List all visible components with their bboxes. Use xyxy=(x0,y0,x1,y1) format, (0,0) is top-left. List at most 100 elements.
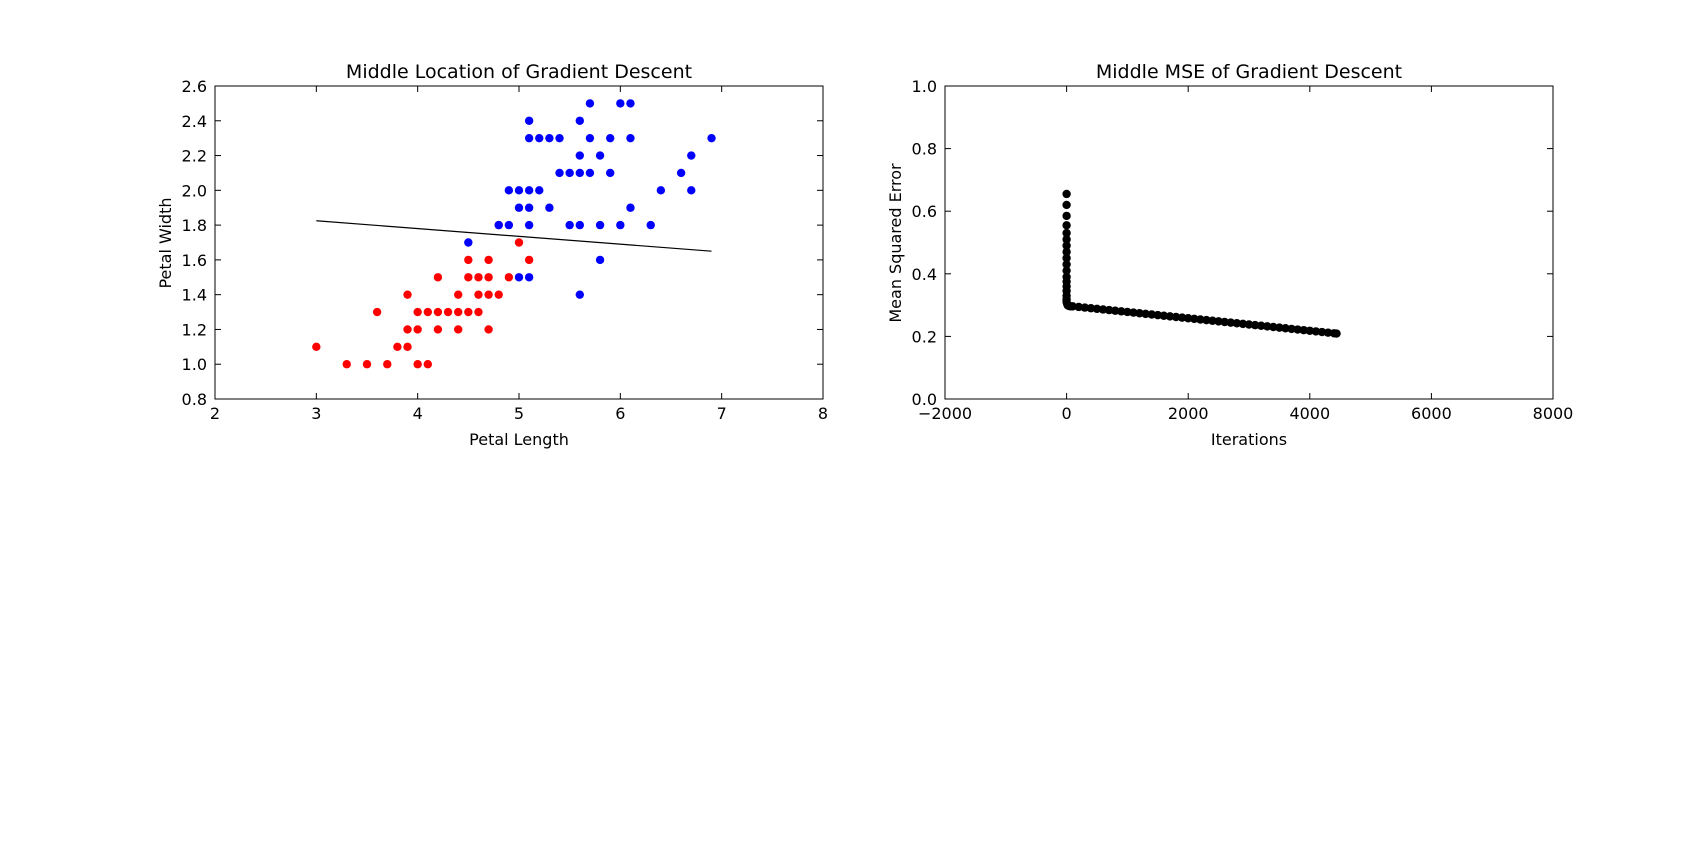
y-tick-label: 2.6 xyxy=(182,77,207,96)
data-point xyxy=(1305,326,1315,335)
data-point xyxy=(676,168,686,178)
data-point xyxy=(585,99,595,108)
data-point xyxy=(1062,200,1071,210)
x-tick-label: 4000 xyxy=(1289,404,1330,423)
x-axis-label: Petal Length xyxy=(469,430,569,449)
data-point xyxy=(575,151,584,160)
data-point xyxy=(372,307,382,317)
data-point xyxy=(1147,310,1156,319)
data-marks xyxy=(312,99,716,369)
data-point xyxy=(1311,327,1321,336)
x-tick-label: 3 xyxy=(311,404,321,423)
data-point xyxy=(1135,309,1144,318)
mse-scatter-chart: Middle MSE of Gradient Descent Iteration… xyxy=(886,61,1573,449)
data-point xyxy=(1074,302,1083,312)
data-point xyxy=(403,290,412,299)
data-point xyxy=(1281,324,1290,333)
data-point xyxy=(474,307,483,317)
data-point xyxy=(514,273,524,282)
data-point xyxy=(1232,319,1242,328)
data-point xyxy=(555,168,564,178)
data-point xyxy=(1287,324,1296,334)
data-point xyxy=(1165,312,1175,321)
data-point xyxy=(1068,302,1077,311)
x-tick-label: 8000 xyxy=(1533,404,1574,423)
x-tick-label: 2000 xyxy=(1168,404,1209,423)
data-point xyxy=(626,203,635,212)
data-point xyxy=(524,186,534,195)
data-point xyxy=(595,220,605,230)
data-point xyxy=(454,325,463,334)
data-point xyxy=(1129,308,1138,317)
data-point xyxy=(1317,327,1327,337)
data-point xyxy=(585,133,595,143)
data-point xyxy=(433,325,443,334)
data-point xyxy=(423,360,432,369)
data-point xyxy=(1275,323,1284,332)
data-point xyxy=(687,186,696,195)
x-tick-label: 6 xyxy=(615,404,625,423)
y-tick-label: 1.4 xyxy=(182,286,207,305)
data-point xyxy=(504,220,514,230)
data-point xyxy=(595,151,605,160)
data-point xyxy=(1062,247,1071,257)
data-point xyxy=(504,186,514,195)
data-point xyxy=(1111,306,1120,315)
data-point xyxy=(1062,241,1071,250)
data-point xyxy=(514,203,524,212)
data-point xyxy=(1098,305,1108,314)
data-point xyxy=(464,255,473,265)
data-point xyxy=(565,168,574,178)
data-point xyxy=(626,99,635,108)
y-tick-label: 1.2 xyxy=(182,320,207,339)
y-tick-label: 1.0 xyxy=(182,355,207,374)
y-tick-label: 2.0 xyxy=(182,181,207,200)
data-point xyxy=(403,325,412,334)
data-point xyxy=(454,290,463,299)
y-tick-label: 0.2 xyxy=(912,327,937,346)
data-point xyxy=(433,273,443,282)
x-tick-label: −2000 xyxy=(918,404,972,423)
data-point xyxy=(1332,329,1341,338)
data-point xyxy=(545,133,554,143)
data-point xyxy=(1086,304,1096,313)
data-point xyxy=(484,273,493,282)
plot-frame xyxy=(944,85,1554,400)
data-point xyxy=(687,151,696,160)
data-point xyxy=(504,273,514,282)
data-point xyxy=(1202,315,1211,325)
data-point xyxy=(1062,266,1071,275)
data-point xyxy=(1080,303,1090,312)
data-point xyxy=(616,220,625,230)
data-point xyxy=(1159,311,1169,320)
data-point xyxy=(484,325,493,334)
data-point xyxy=(1244,320,1254,329)
data-point xyxy=(464,273,473,282)
data-point xyxy=(514,186,524,195)
data-point xyxy=(646,220,655,230)
data-point xyxy=(1190,314,1199,324)
data-point xyxy=(535,186,544,195)
data-point xyxy=(1092,304,1102,314)
data-point xyxy=(403,342,412,352)
y-tick-label: 0.4 xyxy=(912,265,937,284)
petal-scatter-chart: Middle Location of Gradient Descent Peta… xyxy=(156,61,828,449)
data-point xyxy=(575,168,584,178)
x-tick-label: 0 xyxy=(1062,404,1072,423)
data-point xyxy=(433,307,443,317)
x-tick-label: 5 xyxy=(514,404,524,423)
chart-title: Middle Location of Gradient Descent xyxy=(346,61,692,83)
data-point xyxy=(1062,260,1071,269)
data-point xyxy=(1062,221,1071,230)
x-tick-label: 4 xyxy=(413,404,423,423)
data-point xyxy=(575,116,584,125)
x-tick-label: 7 xyxy=(717,404,727,423)
data-point xyxy=(606,168,615,178)
data-point xyxy=(413,360,422,369)
data-point xyxy=(423,307,432,317)
data-point xyxy=(575,290,584,299)
data-point xyxy=(1196,315,1205,324)
data-point xyxy=(1062,228,1071,238)
